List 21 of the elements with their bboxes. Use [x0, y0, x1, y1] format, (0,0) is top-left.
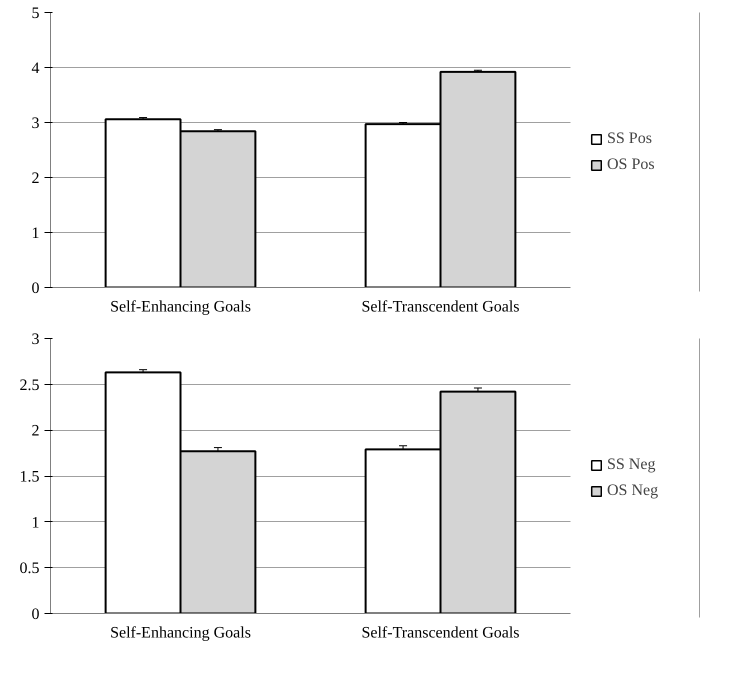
- y-tick-label: 0: [32, 280, 40, 297]
- legend-label: OS Neg: [607, 482, 658, 500]
- y-tick-label: 1: [32, 514, 40, 532]
- y-tick-label: 3: [32, 115, 40, 132]
- y-tick-label: 2: [32, 422, 40, 440]
- x-tick-label: Self-Transcendent Goals: [361, 624, 520, 642]
- y-tick-label: 4: [32, 60, 40, 77]
- x-tick-label: Self-Transcendent Goals: [361, 298, 520, 316]
- legend-label: SS Neg: [607, 456, 656, 474]
- y-tick-label: 1.5: [20, 468, 40, 486]
- y-tick-label: 0: [32, 606, 40, 623]
- y-tick-label: 2: [32, 170, 40, 187]
- y-tick-label: 3: [32, 331, 40, 348]
- y-tick-label: 5: [32, 5, 40, 22]
- y-tick-label: 1: [32, 225, 40, 242]
- y-tick-label: 0.5: [20, 560, 40, 578]
- x-tick-label: Self-Enhancing Goals: [110, 624, 251, 642]
- legend-label: SS Pos: [607, 130, 652, 148]
- y-tick-label: 2.5: [20, 376, 40, 394]
- legend-label: OS Pos: [607, 156, 655, 174]
- x-tick-label: Self-Enhancing Goals: [110, 298, 251, 316]
